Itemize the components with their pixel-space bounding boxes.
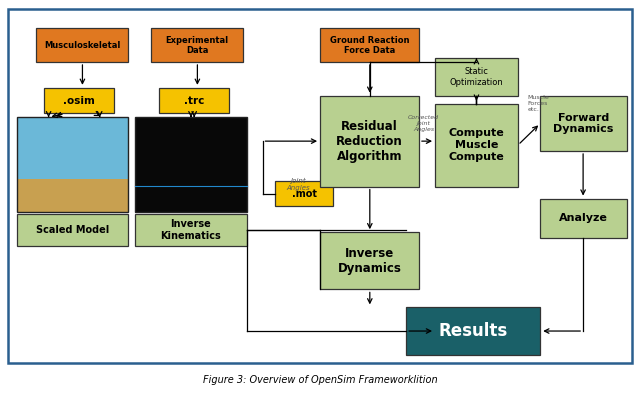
Bar: [8, 9, 632, 363]
Text: .mot: .mot: [292, 189, 317, 198]
Text: Inverse
Kinematics: Inverse Kinematics: [160, 220, 221, 241]
Text: Results: Results: [438, 322, 508, 340]
Bar: [320, 96, 419, 187]
Bar: [135, 214, 246, 246]
Text: Residual
Reduction
Algorithm: Residual Reduction Algorithm: [336, 119, 403, 163]
Bar: [159, 88, 229, 114]
Bar: [36, 29, 129, 62]
Text: Inverse
Dynamics: Inverse Dynamics: [337, 247, 401, 275]
Bar: [151, 29, 243, 62]
Text: Ground Reaction
Force Data: Ground Reaction Force Data: [330, 35, 409, 55]
Text: Corrected
Joint
Angles: Corrected Joint Angles: [408, 115, 439, 132]
Text: Compute
Muscle
Compute: Compute Muscle Compute: [449, 129, 504, 162]
Bar: [320, 29, 419, 62]
Text: .trc: .trc: [184, 96, 204, 106]
Text: Musculoskeletal: Musculoskeletal: [44, 41, 120, 50]
Bar: [44, 88, 115, 114]
Text: Analyze: Analyze: [559, 213, 608, 223]
Bar: [435, 58, 518, 96]
Text: Muscle
Forces
etc.: Muscle Forces etc.: [527, 95, 549, 112]
Bar: [135, 118, 246, 212]
Text: Forward
Dynamics: Forward Dynamics: [553, 112, 614, 134]
Bar: [17, 214, 129, 246]
Text: .osim: .osim: [63, 96, 95, 106]
Text: Scaled Model: Scaled Model: [36, 225, 109, 235]
Bar: [17, 118, 129, 179]
Text: Figure 3: Overview of OpenSim Frameworklition: Figure 3: Overview of OpenSim Frameworkl…: [203, 376, 437, 385]
Bar: [275, 181, 333, 206]
Text: Experimental
Data: Experimental Data: [166, 35, 228, 55]
Bar: [540, 198, 627, 238]
Bar: [406, 307, 540, 355]
Bar: [320, 232, 419, 289]
Bar: [17, 179, 129, 212]
Text: Static
Optimization: Static Optimization: [449, 67, 503, 87]
Bar: [540, 96, 627, 151]
Bar: [435, 104, 518, 187]
Text: Joint
Angles: Joint Angles: [287, 178, 310, 191]
Bar: [17, 118, 129, 212]
